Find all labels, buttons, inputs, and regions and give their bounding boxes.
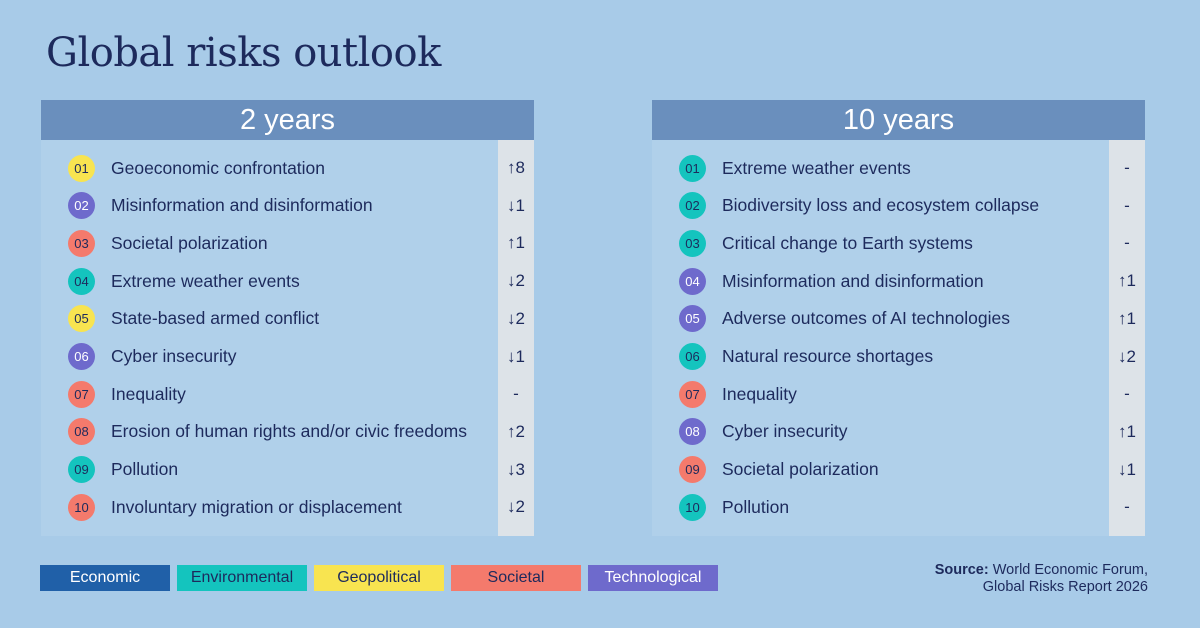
rank-change: ↑1 (1118, 421, 1136, 441)
list-item: 10 Involuntary migration or displacement… (41, 492, 534, 522)
page-title: Global risks outlook (46, 30, 441, 76)
risk-label: Natural resource shortages (722, 346, 934, 366)
rank-change: ↓1 (507, 195, 525, 215)
risk-label: Societal polarization (722, 459, 879, 480)
rank-change: ↓1 (1118, 459, 1136, 479)
risk-label: Inequality (722, 383, 797, 404)
rank-badge: 08 (679, 418, 706, 446)
list-item: 04 Extreme weather events ↓2 (41, 266, 534, 296)
panel-heading: 10 years (652, 100, 1145, 140)
rank-badge: 03 (68, 229, 95, 257)
list-item: 06 Cyber insecurity ↓1 (41, 342, 534, 372)
list-item: 01 Extreme weather events - (652, 153, 1145, 183)
list-item: 02 Misinformation and disinformation ↓1 (41, 191, 534, 221)
list-item: 09 Pollution ↓3 (41, 455, 534, 485)
list-item: 06 Natural resource shortages ↓2 (652, 342, 1145, 372)
rank-change: - (1124, 233, 1130, 253)
list-item: 04 Misinformation and disinformation ↑1 (652, 266, 1145, 296)
rank-change: ↓2 (507, 497, 525, 517)
rank-badge: 02 (679, 192, 706, 220)
rank-badge: 05 (679, 305, 706, 333)
risk-label: Misinformation and disinformation (111, 195, 373, 216)
rank-badge: 07 (68, 380, 95, 408)
rank-change: ↓3 (507, 459, 525, 479)
rank-badge: 06 (679, 343, 706, 370)
legend-societal: Societal (451, 565, 581, 591)
risk-label: Extreme weather events (111, 270, 300, 291)
rank-badge: 09 (679, 456, 706, 484)
list-item: 01 Geoeconomic confrontation ↑8 (41, 153, 534, 183)
rank-change: ↑1 (1118, 308, 1136, 328)
source-label: Source: (934, 562, 989, 578)
risk-label: Critical change to Earth systems (722, 232, 973, 253)
list-item: 10 Pollution - (652, 492, 1145, 522)
source-line1: World Economic Forum, (992, 562, 1148, 578)
rank-badge: 10 (68, 493, 95, 521)
panel-2-years: 2 years 01 Geoeconomic confrontation ↑8 0… (41, 100, 534, 536)
rank-badge: 04 (679, 267, 706, 295)
rank-badge: 02 (68, 192, 95, 220)
risk-label: Biodiversity loss and ecosystem collapse (722, 195, 1040, 216)
rank-change: ↓2 (507, 308, 525, 328)
risk-label: Inequality (111, 383, 186, 404)
rank-change: - (1124, 497, 1130, 517)
rank-badge: 05 (68, 305, 95, 333)
list-item: 05 State-based armed conflict ↓2 (41, 304, 534, 334)
risk-label: State-based armed conflict (111, 308, 320, 329)
rank-badge: 01 (679, 154, 706, 182)
rank-change: - (1124, 158, 1130, 177)
list-item: 03 Critical change to Earth systems - (652, 228, 1145, 258)
rank-change: - (1124, 195, 1130, 215)
legend-economic: Economic (40, 565, 170, 591)
list-item: 05 Adverse outcomes of AI technologies ↑… (652, 304, 1145, 334)
rank-change: ↑1 (1118, 271, 1136, 291)
list-item: 07 Inequality - (652, 379, 1145, 409)
list-item: 09 Societal polarization ↓1 (652, 455, 1145, 485)
list-item: 02 Biodiversity loss and ecosystem colla… (652, 191, 1145, 221)
list-item: 03 Societal polarization ↑1 (41, 228, 534, 258)
risk-label: Pollution (722, 496, 790, 517)
risk-label: Extreme weather events (722, 157, 911, 178)
rank-change: ↑1 (507, 233, 525, 253)
rank-change: ↓2 (507, 271, 525, 291)
panel-10-years: 10 years 01 Extreme weather events -02 B… (652, 100, 1145, 536)
panel-heading: 2 years (41, 100, 534, 140)
rank-change: ↑8 (507, 158, 525, 177)
list-item: 08 Erosion of human rights and/or civic … (41, 417, 534, 447)
source-line2: Global Risks Report 2026 (982, 579, 1148, 595)
rank-badge: 06 (68, 343, 95, 370)
rank-badge: 09 (68, 456, 95, 484)
risk-label: Societal polarization (111, 232, 268, 253)
risk-label: Geoeconomic confrontation (111, 157, 326, 178)
list-item: 07 Inequality - (41, 379, 534, 409)
change-column (1109, 140, 1145, 536)
rank-badge: 03 (679, 229, 706, 257)
risk-label: Misinformation and disinformation (722, 270, 984, 291)
rank-change: - (513, 384, 519, 404)
list-item: 08 Cyber insecurity ↑1 (652, 417, 1145, 447)
risk-label: Cyber insecurity (722, 421, 848, 442)
legend-technological: Technological (588, 565, 718, 591)
legend-environmental: Environmental (177, 565, 307, 591)
rank-change: - (1124, 384, 1130, 404)
risk-label: Involuntary migration or displacement (111, 496, 402, 517)
risk-label: Adverse outcomes of AI technologies (722, 308, 1010, 329)
rank-badge: 10 (679, 493, 706, 521)
rank-change: ↑2 (507, 421, 525, 441)
rank-change: ↓2 (1118, 346, 1136, 366)
rank-badge: 04 (68, 267, 95, 295)
rank-badge: 01 (68, 154, 95, 182)
rank-badge: 08 (68, 418, 95, 446)
rank-badge: 07 (679, 380, 706, 408)
legend-geopolitical: Geopolitical (314, 565, 444, 591)
risk-label: Erosion of human rights and/or civic fre… (111, 421, 467, 442)
legend: Economic Environmental Geopolitical Soci… (40, 565, 718, 591)
change-column (498, 140, 534, 536)
risk-label: Cyber insecurity (111, 346, 237, 366)
risk-label: Pollution (111, 459, 179, 480)
rank-change: ↓1 (507, 346, 525, 366)
source-note: Source: World Economic Forum, Global Ris… (935, 562, 1148, 596)
